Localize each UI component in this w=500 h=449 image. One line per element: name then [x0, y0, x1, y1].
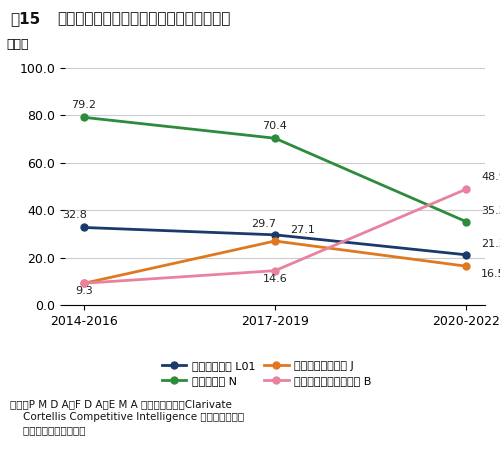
神経系用剤 N	[81, 114, 87, 120]
Text: 32.8: 32.8	[62, 210, 87, 220]
全身性抗感染症薬 J	[463, 264, 469, 269]
血液及び造血器官用剤 B	[463, 187, 469, 192]
神経系用剤 N	[463, 219, 469, 224]
Text: 14.6: 14.6	[262, 274, 287, 284]
Text: 79.2: 79.2	[72, 100, 96, 110]
Line: 全身性抗感染症薬 J: 全身性抗感染症薬 J	[80, 238, 469, 287]
抗悪性腫瘍剤 L01	[272, 232, 278, 238]
Text: （月）: （月）	[6, 38, 28, 51]
Line: 神経系用剤 N: 神経系用剤 N	[80, 114, 469, 225]
全身性抗感染症薬 J	[81, 281, 87, 286]
Text: 21.3: 21.3	[481, 239, 500, 249]
Text: 9.3: 9.3	[0, 448, 1, 449]
Legend: 抗悪性腫瘍剤 L01, 神経系用剤 N, 全身性抗感染症薬 J, 血液及び造血器官用剤 B: 抗悪性腫瘍剤 L01, 神経系用剤 N, 全身性抗感染症薬 J, 血液及び造血器…	[162, 361, 372, 386]
全身性抗感染症薬 J	[272, 238, 278, 244]
抗悪性腫瘍剤 L01	[463, 252, 469, 257]
抗悪性腫瘍剤 L01	[81, 225, 87, 230]
Text: 出所：P M D A、F D A、E M A の各公開情報、Clarivate
    Cortellis Competitive Intelligence を: 出所：P M D A、F D A、E M A の各公開情報、Clarivate …	[10, 399, 244, 436]
Line: 血液及び造血器官用剤 B: 血液及び造血器官用剤 B	[80, 186, 469, 287]
Text: 囱15: 囱15	[10, 11, 40, 26]
Text: 48.9: 48.9	[481, 172, 500, 182]
Text: 35.3: 35.3	[481, 206, 500, 216]
Text: 9.3: 9.3	[75, 286, 93, 296]
血液及び造血器官用剤 B	[272, 268, 278, 273]
Text: 16.5: 16.5	[481, 269, 500, 279]
Text: 70.4: 70.4	[262, 121, 287, 131]
神経系用剤 N	[272, 136, 278, 141]
Line: 抗悪性腫瘍剤 L01: 抗悪性腫瘍剤 L01	[80, 224, 469, 258]
Text: 上位４領域の３年ごとにおける中央値推移: 上位４領域の３年ごとにおける中央値推移	[58, 11, 231, 26]
血液及び造血器官用剤 B	[81, 281, 87, 286]
Text: 29.7: 29.7	[251, 219, 276, 229]
Text: 27.1: 27.1	[290, 225, 315, 235]
